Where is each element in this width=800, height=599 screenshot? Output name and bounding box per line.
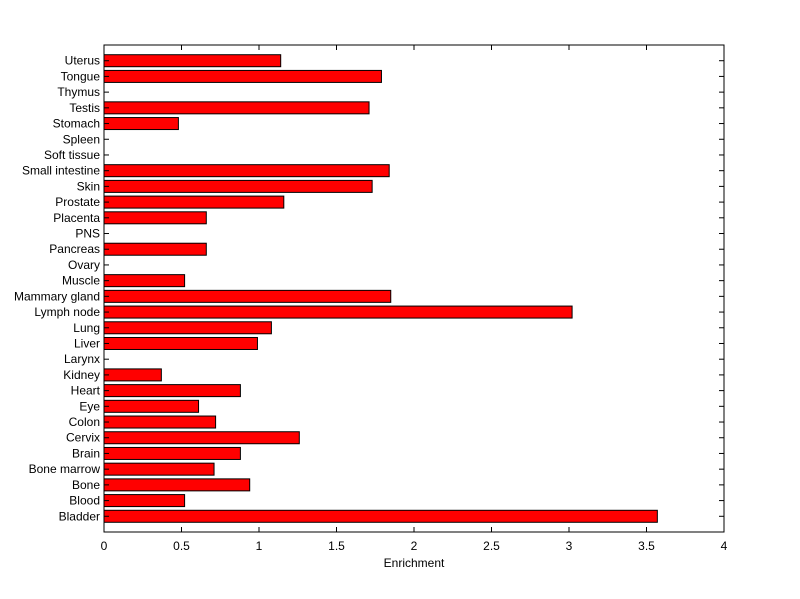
y-tick-label: Placenta [53,211,100,225]
bar [103,462,215,476]
y-tick-label: Ovary [68,258,100,272]
bar [103,509,658,523]
bar [103,321,272,335]
bar [103,242,207,256]
x-tick-label: 0 [101,539,108,553]
y-tick-label: Lymph node [34,305,100,319]
bar [103,101,370,115]
y-tick-label: Liver [74,336,100,350]
bar [103,195,285,209]
y-tick-label: Muscle [62,274,100,288]
y-tick-label: Colon [69,415,100,429]
y-tick-label: Mammary gland [14,289,100,303]
x-axis-label: Enrichment [384,556,445,570]
bar [103,54,282,68]
bar [103,478,251,492]
y-tick-label: Brain [72,446,100,460]
bar [103,164,390,178]
x-tick-label: 1.5 [328,539,345,553]
bar [103,117,179,131]
y-tick-label: Testis [69,101,100,115]
y-tick-label: Skin [77,179,100,193]
y-tick-label: Small intestine [22,164,100,178]
bar [103,211,207,225]
y-tick-label: Bone marrow [29,462,101,476]
bar [103,289,392,303]
y-tick-label: Spleen [63,132,100,146]
y-tick-label: Blood [69,494,100,508]
x-tick-label: 3.5 [638,539,655,553]
y-tick-label: Eye [79,399,100,413]
x-tick-label: 4 [721,539,728,553]
y-tick-label: Larynx [64,352,100,366]
y-tick-label: Heart [71,384,101,398]
bar [103,305,573,319]
y-tick-label: Prostate [55,195,100,209]
bar [103,368,162,382]
x-tick-label: 0.5 [173,539,190,553]
y-tick-label: Kidney [63,368,100,382]
y-tick-label: Bladder [59,509,100,523]
bar [103,446,241,460]
y-tick-label: Soft tissue [44,148,100,162]
x-tick-label: 3 [566,539,573,553]
bar [103,399,200,413]
y-tick-label: Lung [73,321,100,335]
bar [103,415,217,429]
x-ticks-group: 0 0.5 1 1.5 2 2.5 3 3.5 4 [101,45,728,553]
bar [103,179,373,193]
bar [103,384,241,398]
bars-group [103,54,658,523]
x-tick-label: 2.5 [483,539,500,553]
bar [103,69,382,83]
bar [103,494,186,508]
y-tick-label: Tongue [61,69,101,83]
y-tick-label: Pancreas [49,242,100,256]
y-tick-label: Bone [72,478,100,492]
x-tick-label: 2 [411,539,418,553]
bar [103,431,300,445]
y-tick-label: Uterus [65,54,100,68]
y-tick-label: Stomach [53,117,100,131]
bar [103,336,258,350]
bar [103,274,186,288]
y-tick-label: Thymus [57,85,100,99]
y-tick-label: PNS [75,227,100,241]
y-tick-label: Cervix [66,431,100,445]
x-tick-label: 1 [256,539,263,553]
